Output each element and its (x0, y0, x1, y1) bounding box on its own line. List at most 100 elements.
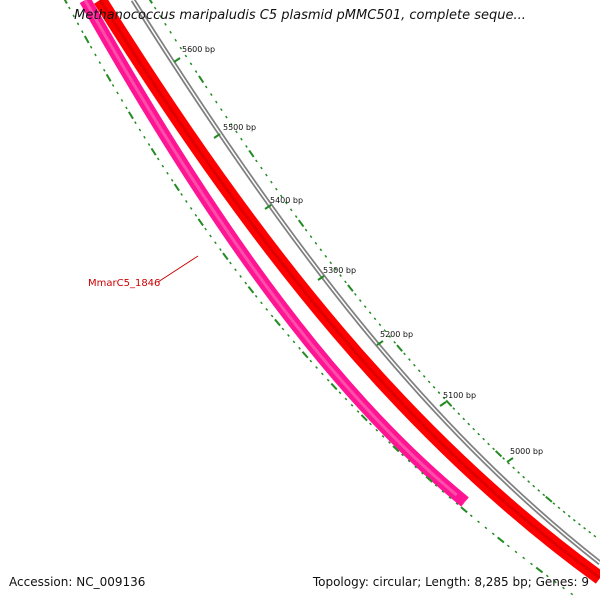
tick-label-5600: 5600 bp (182, 45, 215, 54)
minor-tick (517, 471, 520, 474)
minor-tick (484, 526, 488, 530)
minor-tick (275, 187, 278, 191)
minor-tick (265, 173, 268, 177)
minor-tick (427, 380, 431, 384)
minor-tick (363, 305, 367, 309)
major-tick (247, 285, 255, 294)
minor-tick (319, 248, 323, 252)
minor-tick (98, 61, 102, 65)
minor-tick (383, 329, 387, 333)
gene-label-leader (157, 255, 199, 283)
minor-tick (552, 502, 556, 505)
minor-tick (184, 54, 188, 58)
minor-tick (214, 241, 217, 245)
outer-tick-scale (148, 0, 597, 538)
gene-feature-mmarc5-1846-highlight (83, 0, 466, 504)
minor-tick (452, 407, 456, 410)
minor-tick (219, 248, 222, 251)
minor-tick (378, 323, 382, 327)
minor-tick (116, 91, 119, 95)
minor-tick (512, 466, 515, 470)
tick-label-5000: 5000 bp (510, 447, 543, 456)
minor-tick (279, 194, 283, 198)
minor-tick (240, 137, 243, 141)
minor-tick (314, 241, 318, 245)
minor-tick (467, 422, 471, 426)
backbone-ring-inner (132, 0, 600, 564)
minor-tick (287, 334, 290, 337)
minor-tick (120, 99, 124, 102)
minor-tick (542, 493, 546, 497)
minor-tick (477, 432, 481, 436)
minor-tick (209, 234, 212, 238)
minor-tick (103, 68, 106, 72)
tick-label-5500: 5500 bp (223, 123, 256, 132)
minor-tick (583, 526, 586, 530)
minor-tick (169, 30, 172, 34)
minor-tick (557, 506, 561, 510)
minor-tick (350, 403, 354, 407)
minor-tick (522, 556, 526, 560)
minor-tick (407, 459, 411, 463)
minor-tick (315, 366, 318, 369)
minor-tick (153, 6, 157, 10)
minor-tick (358, 299, 362, 302)
minor-tick (174, 38, 177, 42)
minor-tick (329, 261, 333, 265)
minor-tick (420, 471, 424, 475)
minor-tick (588, 530, 592, 534)
minor-tick (125, 106, 128, 110)
major-tick (83, 35, 90, 44)
minor-tick (164, 22, 167, 26)
minor-tick (134, 121, 137, 125)
major-tick (63, 0, 68, 4)
minor-tick (320, 372, 324, 376)
minor-tick (477, 520, 480, 524)
minor-tick (369, 422, 372, 426)
minor-tick (593, 534, 597, 538)
minor-tick (289, 208, 293, 212)
major-tick (360, 414, 368, 422)
minor-tick (230, 123, 233, 126)
minor-tick (562, 510, 566, 514)
minor-tick (185, 200, 188, 203)
minor-tick (502, 457, 505, 460)
minor-tick (68, 6, 71, 10)
major-tick (148, 0, 153, 4)
minor-tick (344, 280, 347, 284)
minor-tick (309, 359, 313, 363)
minor-tick (578, 522, 581, 526)
minor-tick (265, 308, 269, 311)
minor-tick (255, 159, 258, 163)
minor-tick (81, 30, 84, 34)
minor-tick (462, 417, 466, 421)
minor-tick (220, 108, 223, 112)
gene-label-mmarc5-1846[interactable]: MmarC5_1846 (88, 278, 160, 289)
map-title: Methanococcus maripaludis C5 plasmid pMM… (74, 8, 526, 23)
tick-label-5200: 5200 bp (380, 330, 413, 339)
major-tick (301, 351, 309, 359)
major-tick (497, 536, 505, 544)
minor-tick (138, 128, 142, 132)
major-tick (535, 566, 544, 574)
minor-tick (111, 84, 115, 87)
minor-tick (545, 574, 549, 578)
major-tick (248, 149, 255, 158)
major-tick (392, 445, 400, 453)
minor-tick (408, 358, 411, 361)
minor-tick (339, 274, 342, 277)
minor-tick (532, 484, 536, 488)
minor-tick (388, 441, 391, 444)
minor-tick (89, 45, 93, 49)
minor-tick (401, 453, 404, 457)
minor-tick (72, 14, 75, 18)
minor-tick (432, 385, 436, 389)
minor-tick (179, 46, 183, 50)
minor-tick (506, 544, 510, 548)
major-tick (425, 475, 433, 483)
minor-tick (281, 327, 285, 331)
topology-text: Topology: circular; Length: 8,285 bp; Ge… (313, 575, 589, 589)
minor-tick (414, 465, 418, 469)
major-tick (173, 183, 180, 192)
